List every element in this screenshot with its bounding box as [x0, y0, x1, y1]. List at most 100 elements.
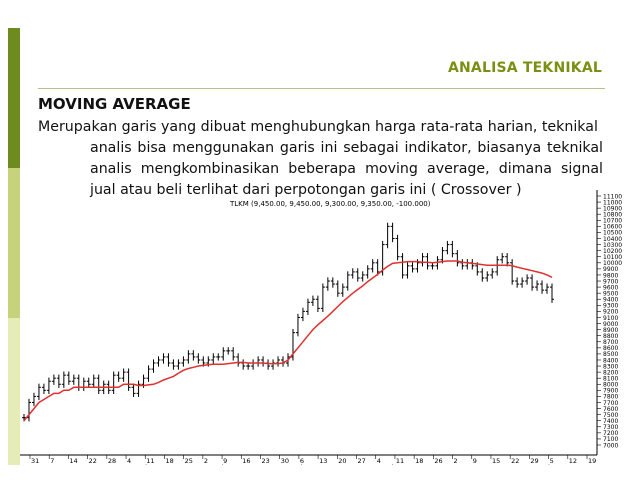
price-bar — [131, 383, 136, 398]
price-bar — [465, 259, 470, 270]
price-bar — [86, 377, 91, 388]
y-tick-label: 9800 — [603, 272, 618, 279]
y-tick-label: 9300 — [603, 303, 618, 310]
price-bar — [550, 283, 554, 303]
y-tick-label: 10200 — [603, 248, 622, 255]
price-bar — [136, 380, 141, 398]
y-tick-label: 10600 — [603, 224, 622, 231]
y-tick-label: 7400 — [603, 418, 618, 425]
price-bar — [91, 374, 96, 388]
price-bar — [196, 353, 201, 364]
price-bar — [490, 268, 495, 279]
y-tick-label: 8800 — [603, 333, 618, 340]
price-bar — [76, 374, 81, 391]
price-bar — [41, 383, 46, 394]
y-tick-label: 9400 — [603, 297, 618, 304]
price-bar — [535, 280, 540, 291]
y-tick-label: 9500 — [603, 290, 618, 297]
x-tick-label: 2 — [204, 457, 208, 465]
price-bar — [31, 392, 36, 407]
y-tick-label: 9000 — [603, 321, 618, 328]
slide-title: MOVING AVERAGE — [38, 95, 191, 113]
price-bar — [545, 283, 550, 294]
price-bar — [520, 277, 525, 288]
price-bar — [350, 268, 355, 279]
price-bar — [26, 398, 31, 422]
price-bar — [340, 283, 345, 297]
x-tick-label: 9 — [223, 457, 227, 465]
x-tick-label: 7 — [50, 457, 54, 465]
price-bar — [176, 359, 181, 370]
x-tick-label: 4 — [377, 457, 381, 465]
y-tick-label: 7000 — [603, 442, 618, 449]
x-tick-label: 9 — [473, 457, 477, 465]
x-tick-label: 18 — [165, 457, 173, 465]
price-bar — [310, 295, 315, 306]
y-tick-label: 11100 — [603, 193, 622, 200]
price-bar — [365, 265, 370, 279]
y-tick-label: 8600 — [603, 345, 618, 352]
chart-title: TLKM (9,450.00, 9,450.00, 9,300.00, 9,35… — [229, 200, 431, 208]
x-tick-label: 27 — [358, 457, 366, 465]
y-tick-label: 8300 — [603, 363, 618, 370]
price-bar — [370, 259, 375, 273]
price-bar — [540, 280, 545, 294]
price-bar — [111, 371, 116, 394]
x-tick-label: 14 — [69, 457, 77, 465]
y-tick-label: 10300 — [603, 242, 622, 249]
y-tick-label: 10900 — [603, 205, 622, 212]
price-bar — [216, 353, 221, 361]
accent-bar-mid — [8, 168, 20, 318]
price-bar — [71, 374, 76, 385]
y-tick-label: 8200 — [603, 369, 618, 376]
x-tick-label: 12 — [569, 457, 577, 465]
y-tick-label: 9200 — [603, 309, 618, 316]
y-tick-label: 9700 — [603, 278, 618, 285]
y-tick-label: 9100 — [603, 315, 618, 322]
y-tick-label: 8500 — [603, 351, 618, 358]
price-bar — [166, 353, 171, 367]
x-tick-label: 23 — [261, 457, 269, 465]
y-tick-label: 11000 — [603, 199, 622, 206]
x-tick-label: 28 — [108, 457, 116, 465]
price-chart: TLKM (9,450.00, 9,450.00, 9,300.00, 9,35… — [20, 190, 622, 465]
price-bar — [460, 259, 465, 270]
price-bar — [450, 240, 455, 258]
moving-average-line — [23, 260, 553, 422]
x-tick-label: 25 — [185, 457, 193, 465]
x-tick-label: 5 — [550, 457, 554, 465]
y-tick-label: 8000 — [603, 382, 618, 389]
slide-header: ANALISA TEKNIKAL — [447, 60, 602, 76]
x-tick-label: 31 — [31, 457, 39, 465]
price-bar — [425, 253, 430, 270]
price-bar — [395, 234, 400, 261]
x-tick-label: 6 — [300, 457, 304, 465]
price-bar — [500, 253, 505, 264]
price-bar — [390, 222, 395, 243]
price-bar — [226, 347, 231, 355]
x-tick-label: 16 — [242, 457, 250, 465]
accent-bar-dark — [8, 28, 20, 168]
price-bar — [530, 274, 535, 291]
price-bar — [330, 277, 335, 288]
price-bar — [151, 359, 156, 373]
price-bar — [420, 253, 425, 267]
price-bar — [241, 359, 246, 370]
price-bar — [525, 274, 530, 285]
price-bar — [81, 377, 86, 391]
y-tick-label: 7800 — [603, 394, 618, 401]
x-axis-ticks: 31 7 14 22 28 4 11 18 25 2 9 16 23 30 6 13 20 27 4 11 18 26 2 9… — [29, 455, 596, 465]
price-bar — [36, 383, 41, 401]
price-bar — [325, 277, 330, 291]
price-bar — [276, 356, 281, 367]
y-tick-label: 10700 — [603, 218, 622, 225]
price-bars — [22, 222, 554, 422]
price-bar — [440, 247, 445, 264]
x-tick-label: 19 — [588, 457, 596, 465]
price-bar — [156, 356, 161, 367]
accent-bar-light — [8, 318, 20, 465]
x-tick-label: 20 — [338, 457, 346, 465]
price-bar — [171, 359, 176, 370]
price-bar — [161, 353, 166, 364]
